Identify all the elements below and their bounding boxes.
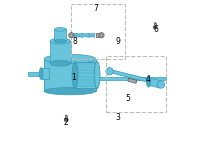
Polygon shape xyxy=(76,33,79,37)
Ellipse shape xyxy=(50,38,71,44)
Polygon shape xyxy=(50,41,71,63)
Text: 9: 9 xyxy=(115,37,120,46)
Ellipse shape xyxy=(154,23,156,24)
Ellipse shape xyxy=(50,60,71,66)
Polygon shape xyxy=(75,62,97,88)
Polygon shape xyxy=(73,33,75,37)
Ellipse shape xyxy=(94,62,100,88)
Bar xyxy=(106,56,166,112)
Text: 8: 8 xyxy=(73,37,77,46)
Text: 4: 4 xyxy=(146,75,151,84)
Circle shape xyxy=(69,33,74,38)
Polygon shape xyxy=(149,78,161,88)
Bar xyxy=(71,4,125,59)
Ellipse shape xyxy=(54,39,66,43)
Circle shape xyxy=(153,25,157,29)
Circle shape xyxy=(157,81,165,88)
Polygon shape xyxy=(41,68,49,79)
Text: 3: 3 xyxy=(115,113,120,122)
Ellipse shape xyxy=(44,87,96,95)
Ellipse shape xyxy=(65,115,67,116)
Bar xyxy=(96,33,99,37)
Ellipse shape xyxy=(39,68,43,79)
Polygon shape xyxy=(54,29,66,41)
Polygon shape xyxy=(89,33,92,37)
Circle shape xyxy=(64,118,68,122)
Polygon shape xyxy=(44,59,96,91)
Ellipse shape xyxy=(44,54,96,63)
Circle shape xyxy=(70,34,73,36)
Polygon shape xyxy=(128,78,137,83)
Polygon shape xyxy=(65,116,67,118)
Polygon shape xyxy=(86,33,88,37)
Ellipse shape xyxy=(146,76,151,87)
Polygon shape xyxy=(28,72,44,76)
Text: 2: 2 xyxy=(64,117,69,127)
Text: 6: 6 xyxy=(153,25,158,34)
Text: 5: 5 xyxy=(125,94,130,103)
Polygon shape xyxy=(83,33,85,37)
Circle shape xyxy=(99,33,104,38)
Text: 7: 7 xyxy=(93,4,98,13)
Polygon shape xyxy=(94,77,166,80)
Polygon shape xyxy=(154,23,156,25)
Text: 1: 1 xyxy=(71,73,76,82)
Polygon shape xyxy=(110,70,150,82)
Polygon shape xyxy=(92,33,95,37)
Polygon shape xyxy=(79,33,82,37)
Circle shape xyxy=(100,34,103,36)
Circle shape xyxy=(106,68,113,75)
Ellipse shape xyxy=(54,28,66,31)
Ellipse shape xyxy=(72,62,78,88)
